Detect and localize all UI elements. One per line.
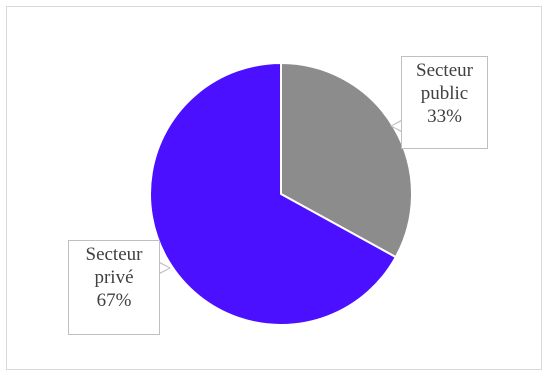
data-label-public-line2: public [420,83,469,104]
pie-slices [149,62,414,326]
data-label-public-line1: Secteur [416,60,473,81]
data-label-prive-value: 67% [96,290,132,311]
data-label-prive-line1: Secteur [85,244,143,265]
callout-pointer-prive [159,262,171,274]
data-label-prive-line2: privé [94,267,134,288]
data-label-prive: Secteur privé 67% [68,240,160,335]
data-label-public: Secteur public 33% [401,56,488,149]
data-label-public-value: 33% [427,106,462,127]
callout-pointer-public [390,120,402,132]
pie-slice-prive [149,62,397,326]
